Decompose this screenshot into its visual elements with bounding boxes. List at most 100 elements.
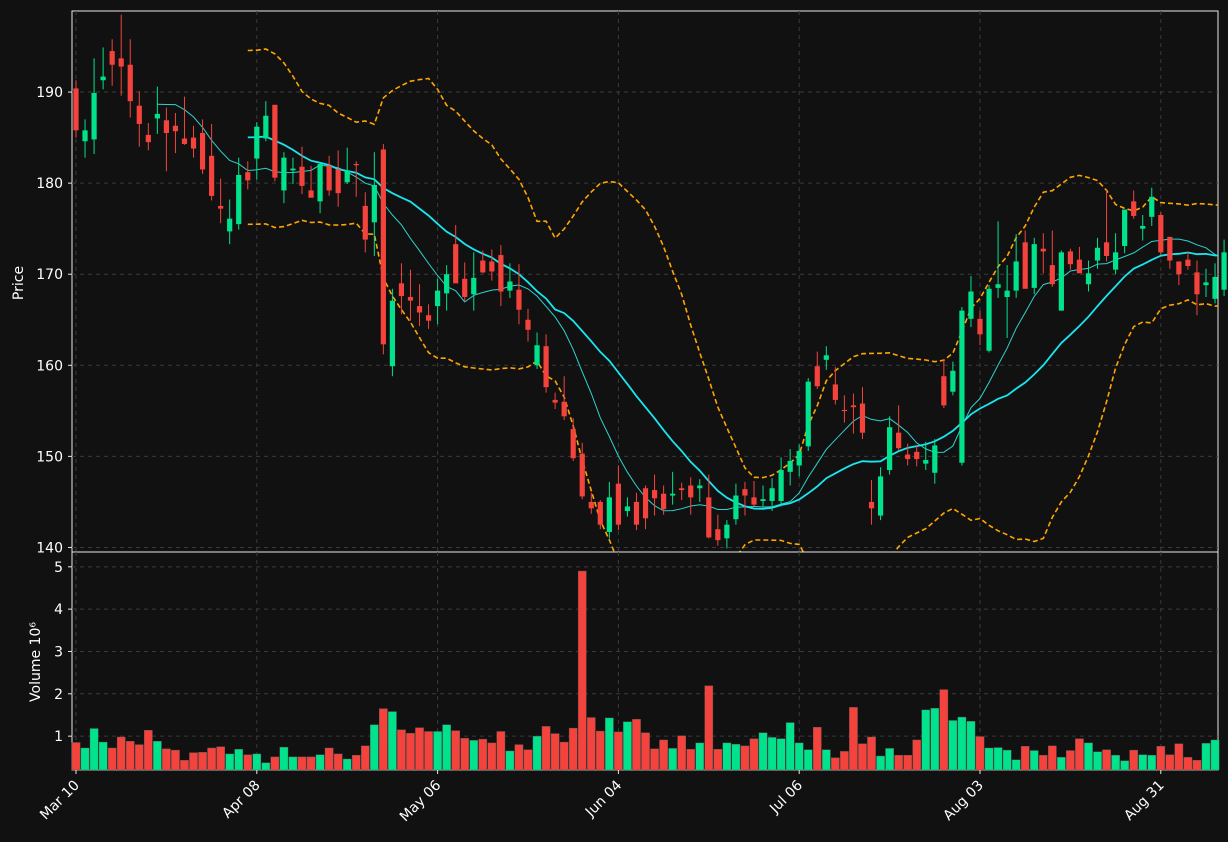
volume-bar: [98, 741, 108, 771]
candle-body: [1131, 201, 1137, 216]
volume-bar: [71, 742, 81, 771]
candle-body: [1040, 248, 1046, 252]
volume-bar: [442, 724, 451, 771]
candle: [534, 332, 540, 369]
candle-body: [1140, 225, 1146, 229]
candle: [290, 157, 296, 185]
candle: [868, 480, 875, 525]
volume-bar: [1002, 749, 1012, 771]
volume-bar: [785, 722, 795, 771]
candle-body: [769, 488, 775, 501]
candle-body: [579, 453, 585, 497]
volume-bar: [370, 724, 379, 771]
volume-bar: [632, 719, 641, 771]
candle-body: [1221, 252, 1227, 290]
candle-body: [679, 488, 685, 491]
candle-body: [344, 170, 350, 183]
candle-body: [588, 501, 594, 509]
volume-bar: [207, 747, 216, 771]
bollinger-upper-line: [247, 48, 1218, 479]
price-panel: 140 150 160 170 180 190 Price: [11, 10, 1227, 556]
candle: [859, 387, 866, 440]
volume-bar: [812, 727, 822, 771]
candle-body: [1149, 196, 1155, 217]
volume-bar: [1011, 759, 1021, 771]
candle: [407, 269, 414, 321]
candle-body: [1094, 247, 1101, 261]
volume-bar: [116, 736, 126, 771]
candle: [435, 278, 441, 325]
candle-body: [1158, 215, 1164, 253]
volume-bar: [695, 742, 705, 771]
volume-bar: [532, 735, 542, 771]
candle-body: [633, 501, 640, 525]
candle-body: [272, 104, 278, 178]
price-tick-label: 140: [36, 540, 63, 556]
volume-bar: [803, 749, 813, 771]
candle: [308, 165, 314, 198]
candle: [715, 514, 721, 546]
price-tick-label: 160: [36, 358, 63, 374]
candle-body: [615, 483, 621, 525]
candle-body: [923, 460, 929, 464]
candle-body: [859, 403, 866, 433]
candle: [73, 80, 79, 138]
volume-bar: [1120, 760, 1129, 771]
candle: [1140, 215, 1146, 241]
volume-bar: [1147, 754, 1157, 771]
candle-body: [435, 290, 441, 307]
price-axis-label: Price: [11, 266, 27, 300]
volume-bar: [921, 709, 931, 771]
candle: [154, 86, 160, 134]
candle-body: [145, 134, 151, 143]
candle: [82, 119, 88, 158]
volume-bar: [144, 730, 153, 771]
volume-bar: [550, 733, 560, 771]
candle-body: [887, 427, 893, 471]
candle: [733, 483, 739, 525]
candle-body: [398, 283, 405, 297]
volume-tick-label: 1: [54, 729, 63, 745]
candle-body: [154, 113, 160, 119]
volume-bar: [306, 756, 316, 771]
candle: [453, 225, 459, 284]
candle-body: [489, 261, 495, 272]
candle-body: [290, 168, 296, 171]
volume-tick-label: 5: [54, 560, 63, 576]
volume-bar: [1111, 754, 1120, 771]
x-tick-label: Aug 31: [1121, 778, 1167, 824]
candle: [588, 492, 594, 514]
candle: [1022, 230, 1028, 289]
candle: [1013, 234, 1019, 298]
candle: [742, 481, 748, 516]
candle: [651, 474, 658, 516]
candle: [398, 263, 405, 315]
candle-body: [715, 529, 721, 541]
candle-body: [407, 296, 414, 301]
candle-body: [986, 288, 992, 351]
candle-body: [724, 524, 730, 539]
volume-bar: [577, 570, 587, 771]
candle-body: [1022, 242, 1028, 289]
candle-body: [453, 244, 459, 284]
volume-bar: [1210, 739, 1220, 771]
volume-bar: [496, 731, 506, 771]
candle: [570, 418, 576, 461]
volume-bar: [279, 746, 289, 771]
candle-body: [941, 376, 947, 406]
volume-bar: [1138, 754, 1148, 771]
volume-y-axis: 1 2 3 4 5: [54, 560, 72, 745]
candle: [850, 393, 857, 434]
candle: [543, 334, 549, 393]
candle: [561, 376, 567, 420]
volume-bar: [433, 731, 442, 771]
candle-body: [841, 409, 847, 412]
candle-body: [1103, 242, 1110, 256]
candle-body: [642, 488, 649, 519]
candle-body: [136, 105, 142, 124]
moving-average-slow-line: [247, 135, 1218, 510]
candle-body: [1176, 261, 1182, 275]
volume-bar: [1165, 754, 1175, 771]
candle: [679, 482, 685, 501]
volume-grid: [72, 552, 1218, 770]
